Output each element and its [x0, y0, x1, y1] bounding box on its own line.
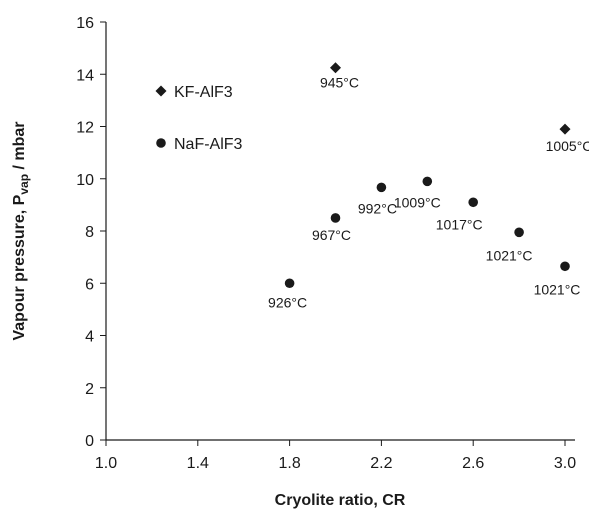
data-label: 1017°C [436, 216, 483, 232]
naf-alf3-data-point [376, 182, 387, 193]
kf-alf3-data-point [559, 123, 571, 135]
y-tick-label: 10 [76, 172, 94, 189]
naf-alf3-data-point [468, 197, 479, 208]
naf-alf3-data-point [284, 278, 295, 289]
x-axis-title: Cryolite ratio, CR [275, 492, 406, 509]
y-tick-label: 4 [85, 329, 94, 346]
data-label: 1021°C [486, 247, 533, 263]
kf-alf3-data-point [330, 62, 341, 74]
naf-alf3-data-point [560, 261, 570, 272]
data-label: 1005°C [546, 138, 589, 154]
y-tick-label: 0 [85, 433, 94, 450]
legend-label: KF-AlF3 [174, 84, 233, 101]
naf-alf3-data-point [514, 227, 524, 238]
y-tick-label: 16 [76, 15, 94, 32]
data-label: 992°C [358, 200, 397, 216]
legend-marker-circle [156, 138, 166, 148]
legend-label: NaF-AlF3 [174, 136, 243, 153]
x-tick-label: 1.0 [95, 455, 117, 472]
y-axis-title-main: Vapour pressure, P [11, 194, 28, 340]
data-label: 1021°C [534, 281, 581, 297]
data-marks [284, 62, 571, 289]
y-axis-title-unit: / mbar [11, 122, 28, 174]
x-tick-label: 1.8 [278, 455, 300, 472]
x-axis-ticks: 1.0 1.4 1.8 2.2 2.6 3.0 [95, 440, 576, 472]
data-label: 967°C [312, 227, 351, 243]
y-tick-label: 8 [85, 224, 94, 241]
x-tick-label: 2.6 [462, 455, 484, 472]
legend: KF-AlF3 NaF-AlF3 [155, 84, 243, 153]
x-tick-label: 3.0 [554, 455, 576, 472]
naf-alf3-data-point [422, 176, 433, 187]
y-tick-label: 14 [76, 67, 94, 84]
y-tick-label: 12 [76, 120, 94, 137]
y-axis-ticks: 0 2 4 6 8 10 12 14 16 [76, 15, 106, 450]
y-tick-label: 2 [85, 381, 94, 398]
x-tick-label: 2.2 [370, 455, 392, 472]
y-tick-label: 6 [85, 276, 94, 293]
data-label: 945°C [320, 75, 359, 91]
data-labels: 945°C1005°C926°C967°C992°C1009°C1017°C10… [268, 75, 589, 311]
y-axis-title-subscript: vap [17, 174, 31, 195]
data-label: 1009°C [394, 194, 441, 210]
y-axis-title: Vapour pressure, Pvap / mbar [11, 122, 31, 341]
x-tick-label: 1.4 [187, 455, 209, 472]
legend-marker-diamond [155, 85, 167, 97]
data-label: 926°C [268, 294, 307, 310]
naf-alf3-data-point [330, 213, 341, 223]
